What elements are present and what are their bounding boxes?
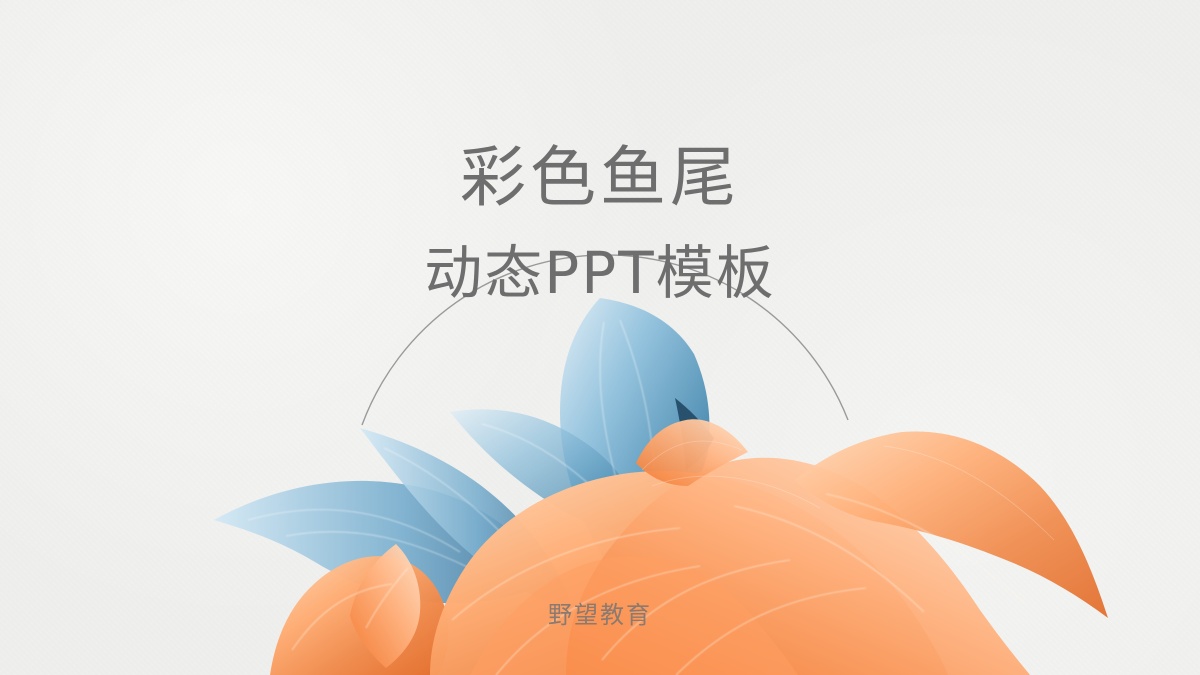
slide-subtitle: 动态PPT模板 (424, 239, 776, 307)
blue-fin-group (214, 298, 714, 612)
slide-title: 彩色鱼尾 (460, 139, 740, 216)
orange-fin-group (270, 419, 1108, 675)
brand-label: 野望教育 (548, 601, 652, 629)
